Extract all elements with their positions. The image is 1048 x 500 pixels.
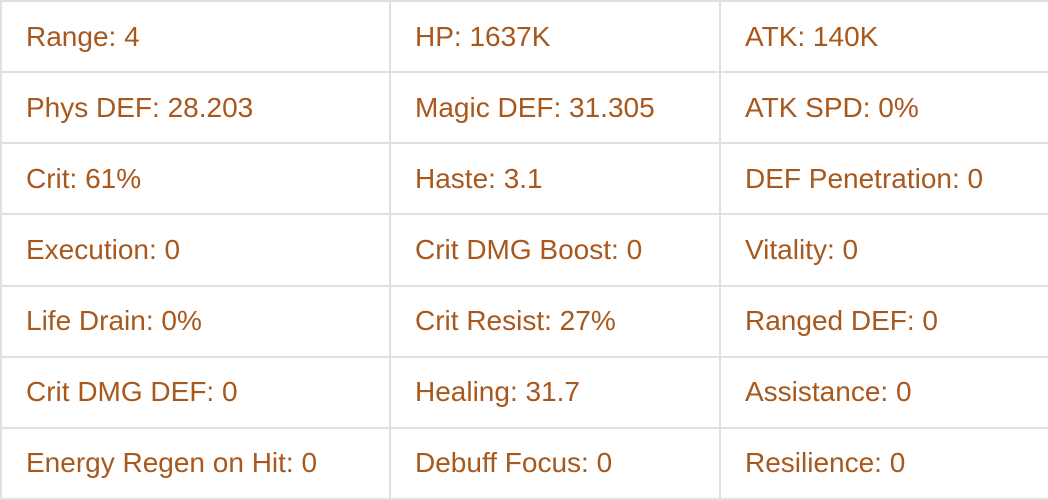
stat-cell-healing: Healing: 31.7 — [389, 355, 721, 429]
stat-cell-crit-resist: Crit Resist: 27% — [389, 284, 721, 358]
stat-cell-vitality: Vitality: 0 — [719, 213, 1048, 287]
table-row: Range: 4 HP: 1637K ATK: 140K — [0, 0, 1048, 74]
table-row: Energy Regen on Hit: 0 Debuff Focus: 0 R… — [0, 426, 1048, 500]
table-row: Phys DEF: 28.203 Magic DEF: 31.305 ATK S… — [0, 71, 1048, 145]
stat-cell-haste: Haste: 3.1 — [389, 142, 721, 216]
stat-cell-ranged-def: Ranged DEF: 0 — [719, 284, 1048, 358]
stat-cell-range: Range: 4 — [0, 0, 391, 74]
stat-cell-execution: Execution: 0 — [0, 213, 391, 287]
stat-cell-hp: HP: 1637K — [389, 0, 721, 74]
stat-cell-atk: ATK: 140K — [719, 0, 1048, 74]
table-row: Crit DMG DEF: 0 Healing: 31.7 Assistance… — [0, 355, 1048, 429]
stat-cell-crit-dmg-boost: Crit DMG Boost: 0 — [389, 213, 721, 287]
stat-cell-energy-regen-on-hit: Energy Regen on Hit: 0 — [0, 426, 391, 500]
table-row: Life Drain: 0% Crit Resist: 27% Ranged D… — [0, 284, 1048, 358]
stat-cell-def-penetration: DEF Penetration: 0 — [719, 142, 1048, 216]
stat-cell-life-drain: Life Drain: 0% — [0, 284, 391, 358]
stat-cell-crit-dmg-def: Crit DMG DEF: 0 — [0, 355, 391, 429]
stat-cell-debuff-focus: Debuff Focus: 0 — [389, 426, 721, 500]
stat-cell-atk-spd: ATK SPD: 0% — [719, 71, 1048, 145]
stat-cell-assistance: Assistance: 0 — [719, 355, 1048, 429]
table-row: Crit: 61% Haste: 3.1 DEF Penetration: 0 — [0, 142, 1048, 216]
stat-cell-phys-def: Phys DEF: 28.203 — [0, 71, 391, 145]
table-row: Execution: 0 Crit DMG Boost: 0 Vitality:… — [0, 213, 1048, 287]
stat-cell-resilience: Resilience: 0 — [719, 426, 1048, 500]
stat-cell-crit: Crit: 61% — [0, 142, 391, 216]
stat-cell-magic-def: Magic DEF: 31.305 — [389, 71, 721, 145]
